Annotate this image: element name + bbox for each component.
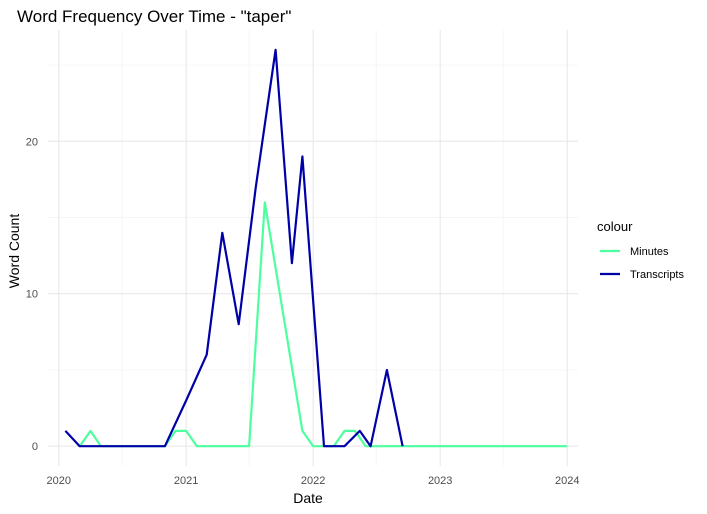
series-lines bbox=[64, 48, 568, 448]
x-tick-label-1: 2021 bbox=[174, 475, 198, 487]
x-tick-labels: 2020 2021 2022 2023 2024 bbox=[47, 475, 580, 487]
y-tick-label-2: 20 bbox=[26, 136, 38, 148]
y-axis-title: Word Count bbox=[6, 214, 22, 289]
legend-title: colour bbox=[597, 219, 633, 234]
x-tick-label-3: 2023 bbox=[428, 475, 452, 487]
y-tick-label-0: 0 bbox=[32, 441, 38, 453]
x-tick-label-0: 2020 bbox=[47, 475, 71, 487]
legend-label-transcripts: Transcripts bbox=[630, 269, 684, 281]
series-line-minutes bbox=[78, 201, 568, 448]
y-tick-labels: 0 10 20 bbox=[26, 136, 38, 453]
chart-title: Word Frequency Over Time - "taper" bbox=[17, 7, 291, 26]
x-tick-label-4: 2024 bbox=[555, 475, 579, 487]
y-tick-label-1: 10 bbox=[26, 289, 38, 301]
legend-label-minutes: Minutes bbox=[630, 246, 669, 258]
legend: colour Minutes Transcripts bbox=[597, 219, 684, 281]
x-tick-label-2: 2022 bbox=[301, 475, 325, 487]
series-line-transcripts bbox=[64, 48, 404, 448]
grid-lines bbox=[48, 30, 578, 466]
x-axis-title: Date bbox=[293, 490, 323, 506]
